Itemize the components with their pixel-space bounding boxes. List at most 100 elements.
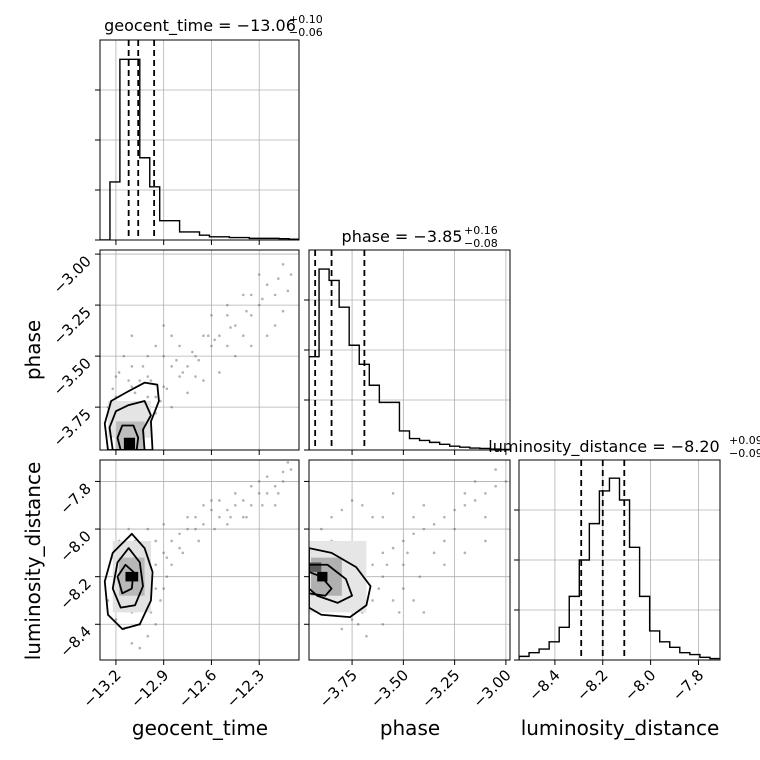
panel-phase-vs-geocent-time-sample-47 bbox=[229, 326, 232, 329]
panel-phase-vs-geocent-time-contour-2 bbox=[116, 424, 140, 450]
title-geocent-time-plus: +0.10 bbox=[289, 13, 323, 26]
panel-phase-vs-geocent-time-sample-58 bbox=[141, 365, 145, 368]
panel-ld-vs-phase-sample-13 bbox=[371, 563, 374, 567]
panel-ld-vs-phase-sample-12 bbox=[381, 551, 385, 555]
panel-ld-vs-phase-sample-50 bbox=[463, 551, 467, 555]
hist-luminosity-distance-xticklabel-2: −8.0 bbox=[621, 666, 659, 704]
panel-phase-vs-geocent-time-sample-7 bbox=[234, 324, 237, 327]
panel-ld-vs-geocent-time-sample-8 bbox=[226, 508, 229, 512]
panel-phase-vs-geocent-time-sample-43 bbox=[286, 289, 290, 293]
panel-phase-vs-geocent-time-yticklabel-2: −3.50 bbox=[50, 354, 95, 399]
panel-phase-vs-geocent-time-sample-50 bbox=[181, 371, 185, 374]
hist-luminosity-distance-histogram-step bbox=[519, 477, 720, 660]
panel-phase-vs-geocent-time-sample-38 bbox=[218, 371, 221, 374]
hist-luminosity-distance-frame bbox=[518, 459, 721, 661]
panel-phase-vs-geocent-time-sample-19 bbox=[273, 324, 277, 327]
panel-phase-vs-geocent-time-sample-61 bbox=[249, 293, 253, 297]
panel-ld-vs-geocent-time-xticklabel-0: −13.2 bbox=[80, 666, 125, 711]
panel-ld-vs-phase-sample-10 bbox=[402, 539, 405, 543]
panel-ld-vs-geocent-time-sample-12 bbox=[194, 527, 197, 531]
panel-ld-vs-geocent-time-sample-56 bbox=[245, 515, 248, 519]
panel-ld-vs-geocent-time-yticklabel-3: −7.8 bbox=[56, 480, 94, 518]
title-geocent-time-minus: −0.06 bbox=[289, 26, 323, 39]
panel-ld-vs-geocent-time-sample-50 bbox=[249, 484, 253, 488]
panel-phase-vs-geocent-time-sample-49 bbox=[197, 358, 201, 362]
title-luminosity-distance-median: −8.20 bbox=[671, 437, 720, 456]
panel-ld-vs-phase-sample-32 bbox=[473, 480, 477, 483]
panel-ld-vs-geocent-time-xticklabel-3: −12.3 bbox=[223, 666, 268, 711]
panel-phase-vs-geocent-time-sample-36 bbox=[186, 391, 189, 395]
panel-phase-vs-geocent-time-sample-21 bbox=[226, 344, 229, 348]
panel-ld-vs-geocent-time-sample-28 bbox=[146, 634, 150, 638]
panel-ld-vs-geocent-time-sample-30 bbox=[130, 642, 134, 645]
panel-ld-vs-phase-sample-4 bbox=[463, 503, 467, 507]
panel-phase-vs-geocent-time-sample-0 bbox=[289, 273, 293, 276]
panel-ld-vs-phase-contour-1 bbox=[309, 563, 353, 604]
panel-phase-vs-geocent-time-frame bbox=[99, 249, 300, 451]
panel-ld-vs-phase-sample-41 bbox=[381, 622, 385, 626]
panel-ld-vs-phase-contour-2 bbox=[309, 571, 333, 597]
panel-ld-vs-geocent-time-sample-44 bbox=[154, 539, 158, 543]
panel-ld-vs-phase-sample-18 bbox=[443, 539, 446, 543]
panel-ld-vs-phase-sample-3 bbox=[473, 499, 477, 502]
panel-ld-vs-geocent-time-frame bbox=[99, 459, 300, 661]
panel-phase-vs-geocent-time-contour-1 bbox=[103, 381, 160, 450]
panel-phase-vs-geocent-time-sample-69 bbox=[146, 354, 150, 358]
panel-ld-vs-geocent-time-sample-6 bbox=[241, 499, 245, 502]
panel-phase-vs-geocent-time-sample-1 bbox=[281, 262, 285, 266]
panel-ld-vs-geocent-time-sample-47 bbox=[202, 503, 205, 507]
hist-geocent-time-histogram-step bbox=[100, 58, 299, 240]
panel-ld-vs-phase-sample-11 bbox=[391, 546, 395, 550]
panel-phase-vs-geocent-time-sample-37 bbox=[202, 379, 205, 382]
panel-phase-vs-geocent-time-sample-45 bbox=[261, 297, 264, 301]
panel-ld-vs-phase-sample-30 bbox=[432, 551, 436, 555]
panel-ld-vs-phase-sample-27 bbox=[371, 515, 374, 519]
panel-ld-vs-geocent-time-sample-48 bbox=[218, 499, 221, 502]
panel-ld-vs-geocent-time-sample-60 bbox=[181, 551, 185, 555]
panel-ld-vs-geocent-time-sample-51 bbox=[265, 475, 269, 478]
panel-phase-vs-geocent-time-sample-4 bbox=[257, 303, 261, 307]
panel-ld-vs-geocent-time-yticklabel-1: −8.2 bbox=[56, 575, 94, 613]
panel-phase-vs-geocent-time-sample-60 bbox=[226, 303, 229, 307]
panel-ld-vs-phase-sample-21 bbox=[381, 515, 385, 519]
panel-ld-vs-geocent-time-sample-20 bbox=[257, 480, 261, 483]
ylabel-phase: phase bbox=[21, 320, 45, 380]
panel-phase-vs-geocent-time-sample-31 bbox=[130, 385, 134, 389]
panel-ld-vs-geocent-time-sample-1 bbox=[281, 480, 285, 483]
panel-ld-vs-phase-sample-28 bbox=[391, 492, 395, 495]
panel-ld-vs-phase-sample-1 bbox=[494, 484, 497, 488]
panel-ld-vs-geocent-time-sample-16 bbox=[162, 551, 165, 555]
panel-phase-vs-geocent-time-sample-67 bbox=[162, 324, 165, 327]
panel-phase-vs-geocent-time-sample-2 bbox=[273, 293, 277, 297]
panel-phase-vs-geocent-time-sample-68 bbox=[130, 334, 134, 338]
panel-phase-vs-geocent-time-sample-23 bbox=[194, 375, 197, 378]
panel-ld-vs-phase-sample-2 bbox=[484, 492, 487, 495]
panel-phase-vs-geocent-time-sample-64 bbox=[175, 358, 178, 362]
panel-phase-vs-geocent-time-sample-14 bbox=[178, 375, 181, 378]
panel-ld-vs-geocent-time-sample-39 bbox=[127, 527, 130, 531]
panel-phase-vs-geocent-time-sample-62 bbox=[206, 334, 210, 338]
hist-luminosity-distance-xticklabel-1: −8.2 bbox=[573, 666, 611, 704]
panel-phase-vs-geocent-time-sample-55 bbox=[117, 371, 121, 374]
panel-phase-vs-geocent-time-sample-40 bbox=[249, 344, 253, 348]
panel-ld-vs-geocent-time-sample-57 bbox=[229, 515, 232, 519]
panel-phase-vs-geocent-time-sample-8 bbox=[226, 314, 229, 317]
panel-ld-vs-phase-sample-39 bbox=[350, 618, 354, 621]
panel-ld-vs-phase-sample-23 bbox=[340, 508, 344, 512]
panel-ld-vs-phase-sample-49 bbox=[443, 563, 446, 567]
panel-ld-vs-geocent-time-yticklabel-2: −8.0 bbox=[56, 527, 94, 565]
panel-ld-vs-phase-sample-34 bbox=[381, 575, 385, 578]
panel-ld-vs-geocent-time-yticklabel-0: −8.4 bbox=[56, 622, 94, 660]
panel-phase-vs-geocent-time-sample-11 bbox=[202, 334, 205, 338]
panel-ld-vs-phase-sample-6 bbox=[443, 515, 446, 519]
panel-phase-vs-geocent-time-yticklabel-0: −3.00 bbox=[50, 252, 95, 297]
panel-phase-vs-geocent-time-sample-27 bbox=[130, 365, 134, 368]
panel-ld-vs-phase-sample-17 bbox=[463, 492, 467, 495]
panel-ld-vs-geocent-time-sample-13 bbox=[186, 527, 189, 531]
panel-ld-vs-phase-sample-16 bbox=[484, 515, 487, 519]
panel-ld-vs-geocent-time-sample-65 bbox=[154, 587, 158, 590]
panel-ld-vs-phase-sample-35 bbox=[371, 599, 374, 602]
panel-phase-vs-geocent-time-sample-66 bbox=[170, 334, 173, 338]
panel-ld-vs-phase-sample-43 bbox=[402, 587, 405, 590]
